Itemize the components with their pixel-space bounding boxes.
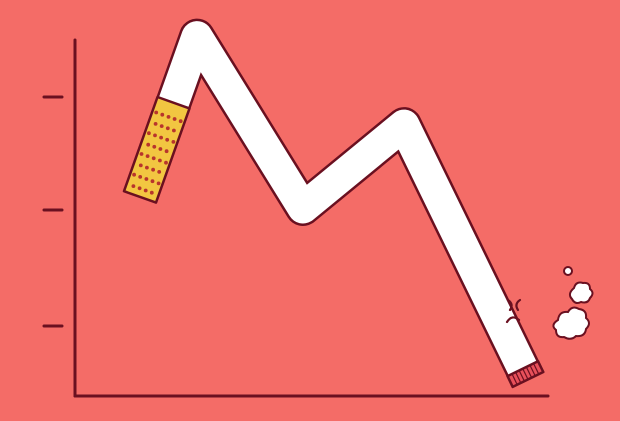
filter-dot	[143, 188, 148, 193]
filter-dot	[154, 110, 159, 115]
filter-dot	[157, 170, 162, 174]
ember-line	[532, 363, 540, 375]
ember-line	[515, 371, 522, 384]
filter-dot	[151, 167, 156, 172]
filter-dot	[152, 144, 157, 149]
ember-line	[522, 368, 529, 380]
filter-dot	[159, 124, 164, 128]
filter-dot	[138, 163, 143, 168]
filter-dot	[147, 131, 151, 136]
filter-dot	[178, 119, 183, 124]
filter-dot	[156, 181, 161, 186]
chart-axes	[73, 38, 550, 398]
right-eye	[515, 298, 522, 312]
filter-dot	[165, 137, 170, 142]
left-eye	[506, 298, 513, 312]
filter-dot	[153, 133, 157, 138]
filter-dot	[172, 128, 176, 133]
filter-dot	[153, 122, 158, 126]
filter-dot	[158, 147, 163, 151]
filter-dot	[138, 175, 143, 179]
cigarette-paper	[125, 21, 542, 387]
ember-line	[518, 370, 525, 382]
filter-dot	[151, 156, 156, 161]
filter-dots	[131, 110, 183, 195]
filter-dot	[158, 158, 162, 163]
filter-dot	[149, 190, 154, 195]
ember-line	[511, 373, 518, 385]
filter-dot	[171, 140, 176, 144]
sad-face-icon	[505, 298, 522, 324]
filter-dot	[139, 152, 144, 156]
filter-dot	[172, 117, 177, 121]
filter-dot	[166, 115, 171, 119]
ember-lines	[511, 363, 540, 385]
ember-line	[529, 364, 536, 377]
smoke-puff-icon	[552, 266, 594, 340]
smoke-puff-small	[563, 266, 573, 276]
filter-dot	[165, 126, 170, 131]
cigarette-ember	[506, 359, 545, 389]
filter-dot	[144, 177, 149, 181]
cigarette-outline	[123, 18, 545, 388]
filter-dot	[137, 186, 142, 191]
y-axis-ticks	[42, 95, 64, 328]
filter-dot	[160, 112, 165, 117]
filter-dot	[164, 149, 169, 154]
filter-dot	[146, 142, 151, 147]
filter-dot	[159, 135, 164, 140]
frown	[505, 316, 521, 324]
filter-dot	[145, 154, 150, 159]
cigarette-filter	[122, 95, 191, 204]
smoke-puff-large	[552, 306, 590, 340]
filter-dot	[150, 179, 155, 184]
cigarette-line-icon	[122, 18, 545, 389]
ember-line	[525, 366, 533, 378]
smoke-puff-medium	[568, 281, 594, 304]
filter-dot	[164, 160, 168, 165]
filter-dot	[145, 165, 149, 170]
filter-dot	[132, 172, 137, 177]
filter-dot	[131, 184, 136, 189]
